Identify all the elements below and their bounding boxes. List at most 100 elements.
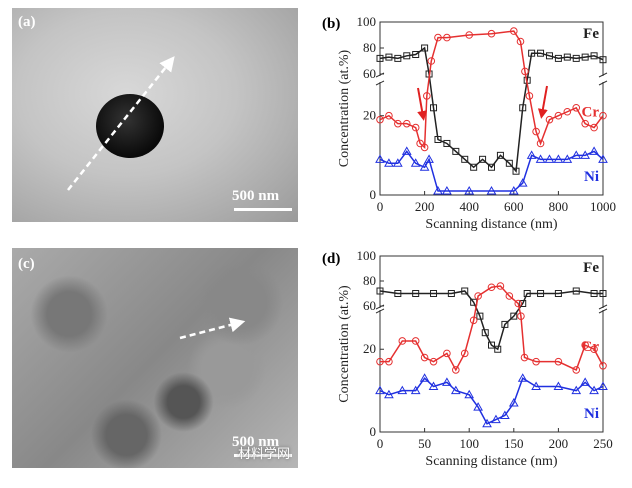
data-point-ni [442, 186, 452, 195]
data-point-fe [512, 167, 520, 175]
data-point-fe [421, 44, 429, 52]
legend-label-ni: Ni [584, 169, 599, 185]
y-tick-label: 60 [363, 66, 376, 81]
data-point-cr [474, 292, 482, 300]
data-point-ni [580, 150, 591, 159]
data-point-cr [590, 345, 598, 354]
data-point-fe [537, 290, 545, 297]
scale-bar-a [234, 208, 292, 211]
data-point-ni [464, 389, 475, 399]
data-point-cr [398, 337, 407, 345]
panel-label-b: (b) [322, 16, 340, 32]
data-point-ni [384, 158, 394, 167]
data-point-ni [571, 385, 582, 395]
data-point-fe [519, 104, 527, 112]
data-point-fe [523, 290, 531, 297]
data-point-fe [519, 300, 527, 307]
data-point-cr [532, 357, 540, 366]
data-point-ni [491, 414, 501, 424]
y-axis-label: Concentration (at.%) [337, 49, 352, 167]
scale-label-a: 500 nm [232, 188, 280, 204]
axis-break-gap [376, 308, 607, 310]
data-point-ni [442, 377, 452, 386]
data-point-cr [505, 292, 514, 300]
data-point-cr [599, 361, 607, 370]
data-point-ni [531, 381, 541, 390]
x-axis-label: Scanning distance (nm) [425, 217, 558, 232]
data-point-fe [461, 287, 469, 295]
data-point-ni [397, 385, 408, 395]
data-point-ni [526, 150, 537, 159]
scan-line-arrow-c [179, 317, 246, 340]
series-line-cr [380, 285, 604, 372]
x-tick-label: 400 [459, 199, 479, 214]
data-point-fe [412, 290, 420, 297]
data-point-ni [598, 154, 608, 163]
tem-image-a: (a) 500 nm [12, 8, 298, 222]
data-point-ni [553, 154, 564, 163]
data-point-cr [545, 115, 554, 124]
data-point-ni [375, 154, 385, 163]
x-tick-label: 200 [415, 199, 435, 214]
data-point-cr [517, 312, 525, 320]
data-point-fe [572, 54, 580, 62]
y-tick-label: 60 [363, 298, 376, 313]
scale-label-c: 500 nm [232, 434, 280, 450]
data-point-ni [433, 186, 443, 195]
data-point-ni [517, 373, 528, 382]
data-point-cr [572, 103, 581, 112]
panel-label-c: (c) [18, 256, 35, 272]
data-point-cr [554, 357, 563, 366]
data-point-fe [430, 104, 438, 112]
y-tick-label: 80 [363, 273, 376, 288]
data-point-ni [464, 186, 475, 195]
data-point-fe [510, 312, 518, 320]
y-tick-label: 100 [357, 14, 377, 29]
data-point-cr [394, 119, 402, 128]
watermark: 材料学网 [237, 447, 290, 462]
axis-break-mark [598, 72, 608, 78]
y-tick-label: 20 [363, 108, 376, 123]
data-point-ni [486, 186, 497, 195]
data-point-ni [571, 150, 582, 159]
data-point-ni [517, 178, 528, 187]
y-tick-label: 20 [363, 341, 376, 356]
x-tick-label: 800 [549, 199, 569, 214]
data-point-cr [510, 27, 518, 35]
data-point-ni [424, 154, 434, 163]
data-point-ni [450, 385, 461, 395]
legend-label-ni: Ni [584, 406, 599, 422]
data-point-ni [508, 186, 519, 195]
axis-break-gap [376, 76, 607, 82]
data-point-ni [562, 154, 573, 163]
series-line-ni [379, 377, 604, 425]
data-point-ni [419, 162, 430, 171]
plot-frame [379, 255, 604, 433]
data-point-cr [434, 33, 442, 42]
data-point-fe [528, 49, 536, 57]
data-point-fe [590, 290, 598, 297]
data-point-cr [429, 357, 438, 366]
data-point-cr [460, 349, 469, 358]
data-point-cr [420, 143, 429, 152]
data-point-cr [520, 353, 529, 362]
data-point-cr [443, 349, 451, 358]
legend-label-cr: Cr [582, 105, 600, 121]
data-point-fe [412, 51, 420, 58]
data-point-fe [563, 53, 571, 61]
data-point-fe [476, 312, 484, 320]
y-axis-label: Concentration (at.%) [337, 285, 352, 403]
data-point-cr [572, 366, 581, 374]
data-point-fe [430, 290, 438, 297]
x-tick-label: 0 [377, 436, 384, 451]
data-point-fe [501, 320, 509, 328]
y-tick-label: 0 [370, 424, 377, 439]
data-point-fe [394, 290, 402, 297]
data-point-cr [385, 111, 393, 120]
data-point-ni [375, 385, 385, 395]
data-point-cr [452, 366, 460, 374]
data-point-cr [554, 111, 563, 120]
data-point-ni [410, 158, 421, 167]
data-point-cr [516, 37, 525, 46]
data-point-ni [410, 385, 421, 395]
